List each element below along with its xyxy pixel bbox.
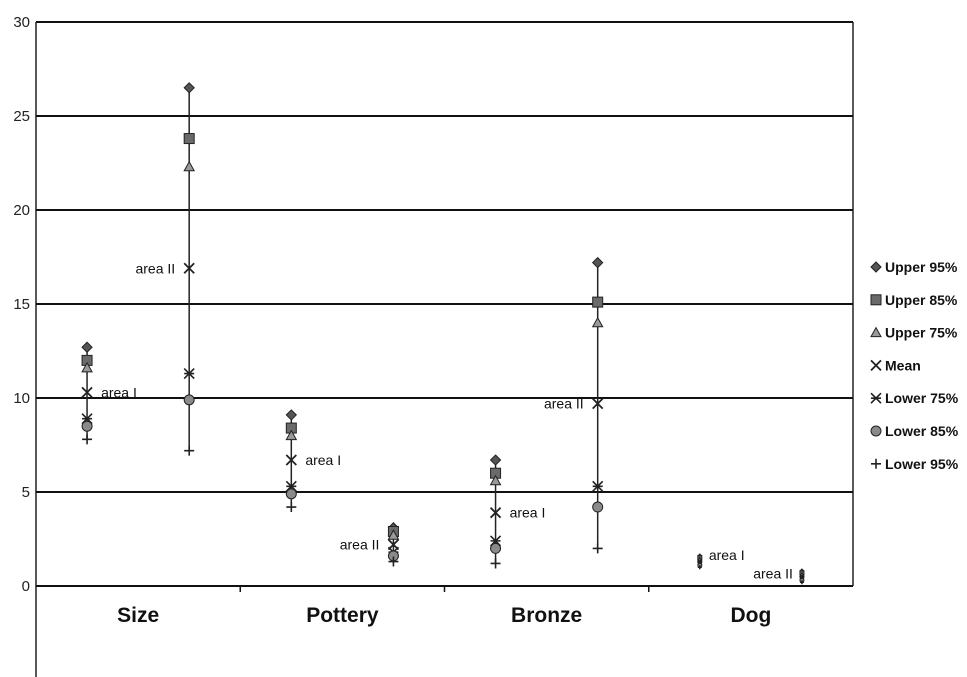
upper-95-marker — [81, 341, 93, 353]
area-label: area II — [753, 566, 793, 582]
lower-95-marker — [184, 445, 195, 456]
upper-95-marker — [489, 454, 502, 466]
lower-85-marker — [490, 542, 502, 554]
legend-item-label: Upper 75% — [885, 325, 958, 341]
upper-95-marker — [183, 82, 195, 94]
mean-marker — [285, 454, 297, 466]
legend-marker — [870, 392, 882, 404]
y-tick-label: 30 — [13, 14, 30, 31]
legend-marker — [870, 359, 882, 372]
upper-75-marker — [81, 361, 93, 373]
category-label: Size — [117, 604, 159, 627]
area-label: area I — [709, 547, 745, 563]
legend-marker — [871, 458, 881, 469]
lower-95-marker — [388, 556, 399, 567]
lower-85-marker — [183, 394, 195, 406]
area-label: area II — [544, 396, 584, 412]
y-tick-label: 20 — [13, 202, 30, 219]
upper-95-marker — [285, 409, 298, 421]
lower-85-marker — [81, 420, 93, 432]
lower-85-marker — [592, 501, 604, 513]
category-label: Bronze — [511, 604, 582, 627]
legend-item-label: Upper 85% — [885, 292, 958, 308]
lower-95-marker — [799, 580, 804, 585]
area-label: area I — [305, 452, 341, 468]
legend-marker — [870, 294, 882, 306]
legend-marker — [870, 425, 882, 437]
mean-marker — [489, 507, 502, 519]
mean-marker — [183, 262, 195, 274]
upper-75-marker — [387, 529, 400, 540]
category-label: Pottery — [306, 604, 379, 627]
lower-95-marker — [592, 543, 603, 554]
y-tick-label: 0 — [22, 578, 30, 595]
y-tick-label: 15 — [13, 296, 30, 313]
mean-marker — [81, 386, 93, 398]
y-tick-label: 25 — [13, 108, 30, 125]
lower-95-marker — [82, 434, 93, 445]
lower-85-marker — [285, 488, 297, 500]
area-label: area I — [510, 505, 546, 521]
mean-marker — [592, 398, 604, 410]
upper-85-marker — [592, 296, 604, 308]
legend-item-label: Lower 85% — [885, 423, 959, 439]
lower-75-marker — [592, 480, 604, 492]
upper-95-marker — [591, 256, 604, 269]
y-tick-label: 5 — [22, 484, 30, 501]
upper-75-marker — [285, 429, 298, 441]
y-tick-label: 10 — [13, 390, 30, 407]
legend-item-label: Upper 95% — [885, 259, 958, 275]
upper-85-marker — [183, 133, 195, 145]
lower-75-marker — [183, 367, 195, 380]
upper-75-marker — [183, 160, 196, 172]
legend-item-label: Lower 75% — [885, 390, 959, 406]
legend-marker — [870, 326, 882, 338]
lower-95-marker — [286, 502, 297, 513]
area-label: area II — [340, 537, 380, 553]
upper-75-marker — [591, 316, 604, 328]
lower-95-marker — [490, 558, 501, 569]
area-label: area I — [101, 384, 137, 400]
legend-marker — [870, 261, 882, 273]
legend-item-label: Mean — [885, 357, 921, 373]
upper-75-marker — [489, 474, 502, 486]
lower-95-marker — [697, 565, 702, 570]
legend-item-label: Lower 95% — [885, 456, 959, 472]
category-label: Dog — [730, 604, 771, 627]
area-label: area II — [135, 260, 175, 276]
